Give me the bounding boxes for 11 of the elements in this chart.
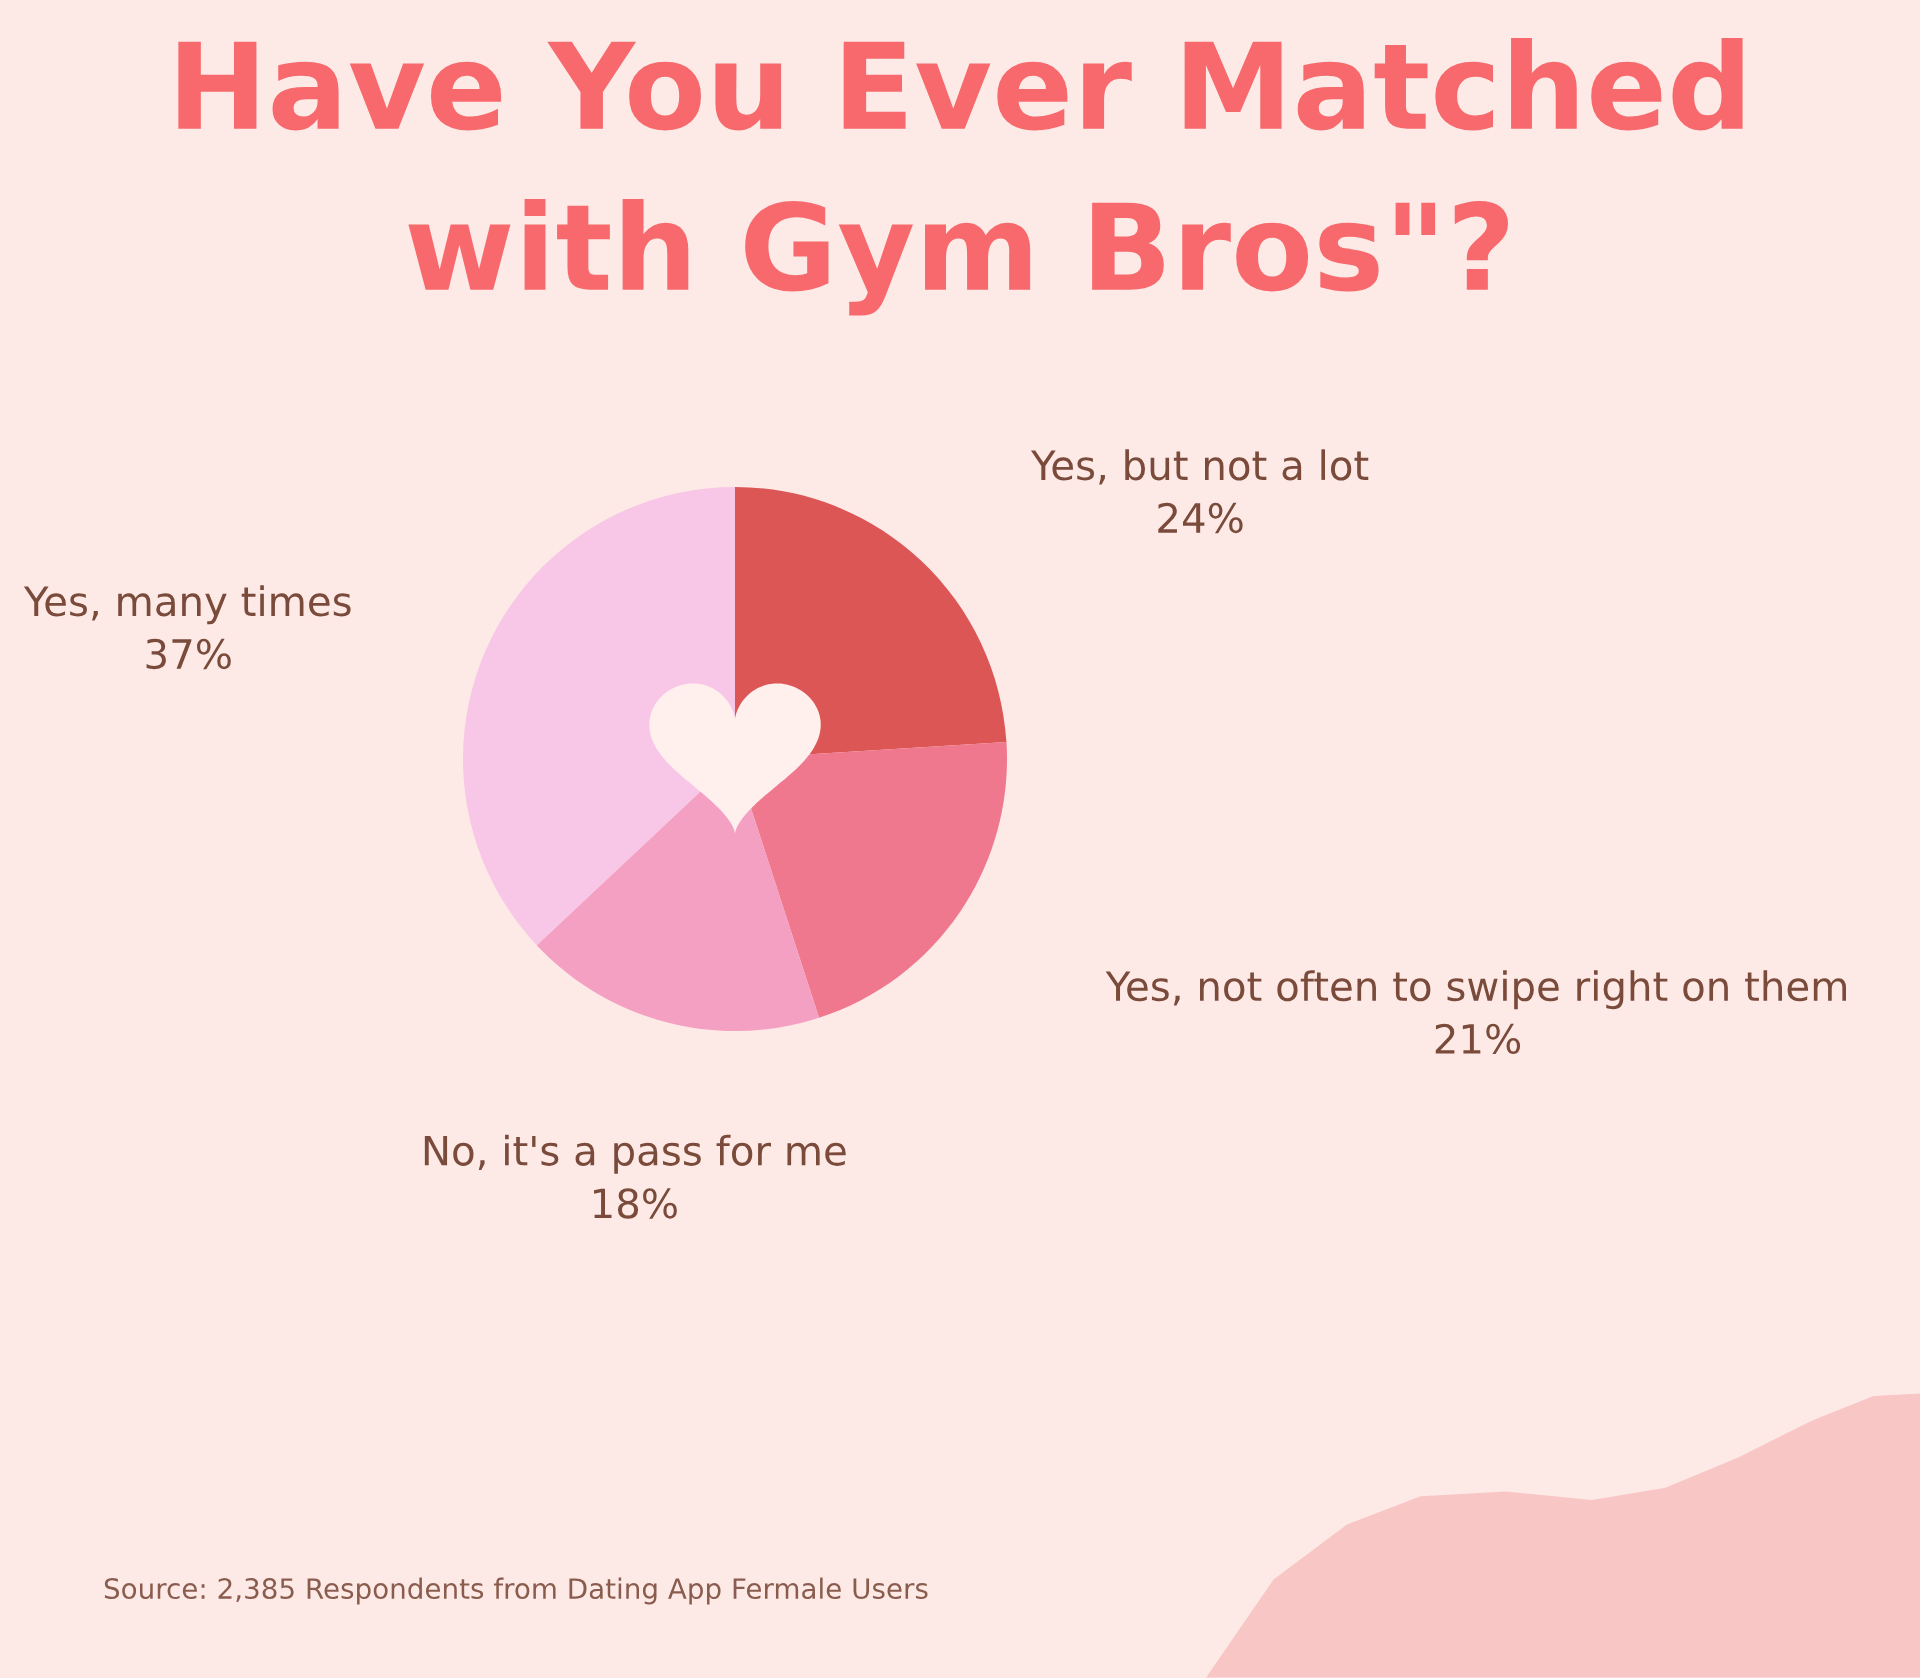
data-label: 18% xyxy=(594,1188,677,1219)
chart-title: Have You Ever Matched with Gym Bros"? xyxy=(178,38,1743,316)
data-label: 37% xyxy=(146,638,231,670)
slice-label: Yes, many times xyxy=(23,585,351,625)
data-label: 21% xyxy=(1435,1023,1521,1055)
pie-slice xyxy=(463,487,735,946)
source-note: Source: 2,385 Respondents from Dating App Fermale Users xyxy=(104,1577,928,1605)
slice-label: No, it's a pass for me xyxy=(424,1134,846,1174)
slice-label: Yes, but not a lot xyxy=(1030,449,1369,485)
slice-label: Yes, not often to swipe right on them xyxy=(1105,970,1846,1010)
data-label: 24% xyxy=(1158,502,1243,534)
